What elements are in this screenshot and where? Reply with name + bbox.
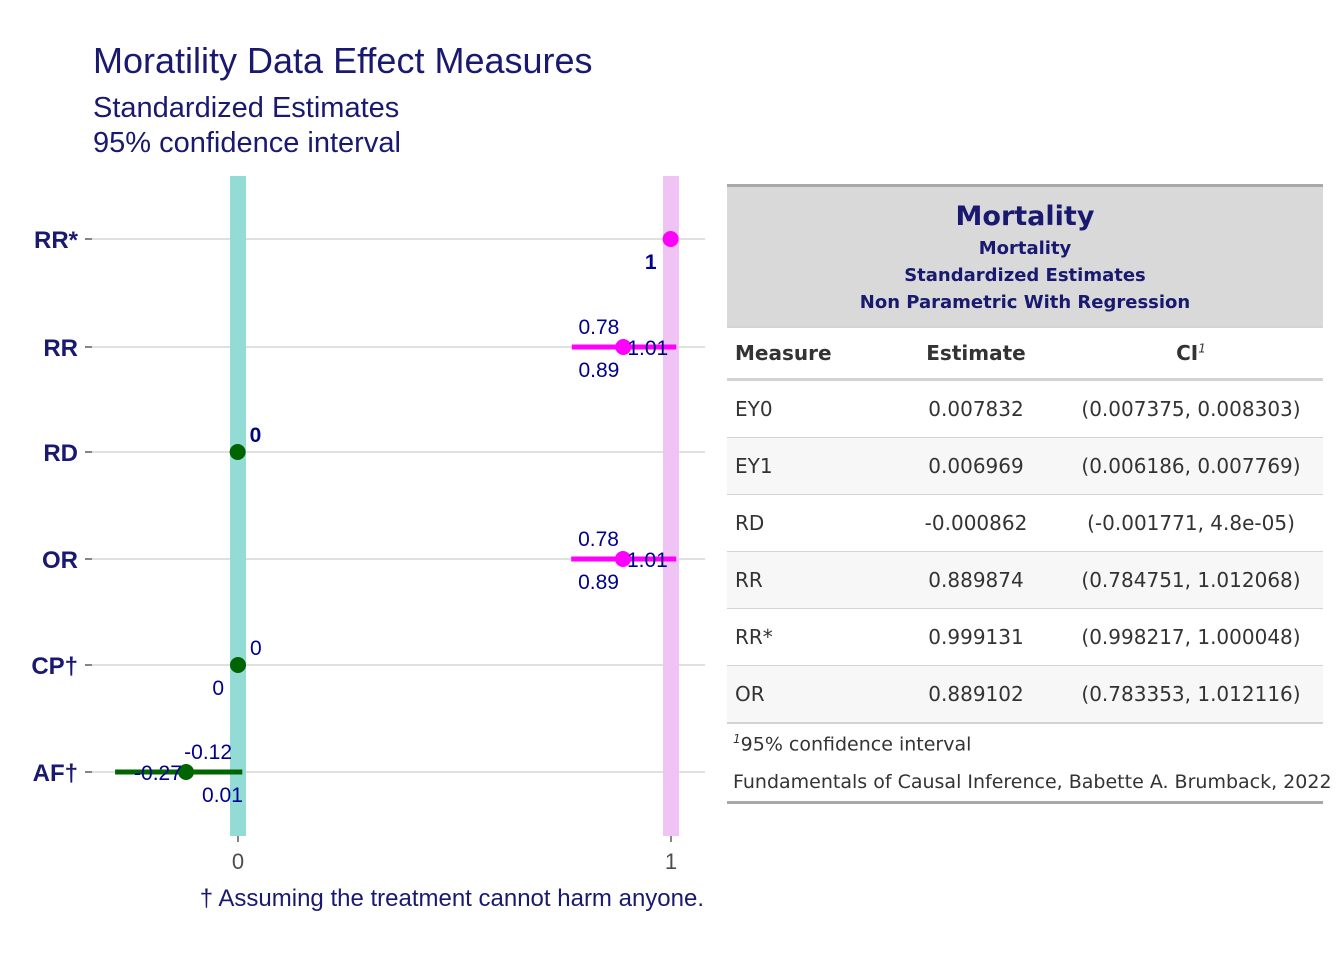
y-axis-label: OR bbox=[42, 547, 78, 574]
value-label: 0 bbox=[250, 424, 262, 447]
table-row: EY1 0.006969 (0.006186, 0.007769) bbox=[727, 437, 1323, 495]
y-axis-label: AF† bbox=[33, 760, 78, 787]
cell-measure: EY0 bbox=[727, 379, 893, 438]
cell-estimate: 0.007832 bbox=[893, 379, 1059, 438]
results-table: Mortality Mortality Standardized Estimat… bbox=[727, 184, 1332, 805]
cell-ci: (0.007375, 0.008303) bbox=[1059, 379, 1323, 438]
value-label: -0.12 bbox=[184, 741, 232, 764]
cell-ci: (0.006186, 0.007769) bbox=[1059, 437, 1323, 495]
table-row: EY0 0.007832 (0.007375, 0.008303) bbox=[727, 379, 1323, 438]
column-header-estimate: Estimate bbox=[893, 328, 1059, 381]
table-subtitle-1: Mortality bbox=[978, 238, 1072, 259]
cell-ci: (0.784751, 1.012068) bbox=[1059, 551, 1323, 609]
cell-estimate: 0.889874 bbox=[893, 551, 1059, 609]
y-axis-label: RR* bbox=[34, 227, 79, 254]
cell-estimate: -0.000862 bbox=[893, 494, 1059, 552]
table-row: RD -0.000862 (-0.001771, 4.8e-05) bbox=[727, 494, 1323, 552]
table-footnote: 195% confidence interval bbox=[727, 724, 1323, 763]
footnote-mark: 1 bbox=[733, 732, 741, 746]
value-label: 0.01 bbox=[202, 784, 243, 807]
y-axis-label: CP† bbox=[31, 653, 78, 680]
estimate-point bbox=[614, 551, 631, 567]
table-footer: 195% confidence interval Fundamentals of… bbox=[727, 722, 1332, 801]
table-title: Mortality bbox=[955, 201, 1095, 232]
cell-estimate: 0.006969 bbox=[893, 437, 1059, 495]
cell-measure: EY1 bbox=[727, 437, 893, 495]
x-axis-tick-label: 1 bbox=[665, 849, 677, 874]
estimate-point bbox=[615, 339, 632, 355]
y-axis-label: RD bbox=[43, 440, 78, 467]
ci-footnote-mark: 1 bbox=[1198, 341, 1206, 356]
table-body: Measure Estimate CI1 EY0 0.007832 (0.007… bbox=[727, 328, 1323, 722]
chart-subtitle-line-2: 95% confidence interval bbox=[93, 127, 401, 159]
value-label: -0.27 bbox=[134, 762, 182, 785]
estimate-point bbox=[662, 231, 679, 247]
table-row: RR* 0.999131 (0.998217, 1.000048) bbox=[727, 608, 1323, 666]
value-label: 0.89 bbox=[578, 359, 619, 382]
chart-subtitle-line-1: Standardized Estimates bbox=[93, 92, 400, 124]
table-row: OR 0.889102 (0.783353, 1.012116) bbox=[727, 665, 1323, 722]
column-header-ci-label: CI bbox=[1176, 341, 1199, 365]
cell-measure: OR bbox=[727, 665, 893, 722]
value-label: 0.78 bbox=[578, 528, 619, 551]
column-header-measure: Measure bbox=[727, 328, 893, 381]
x-axis-tick-label: 0 bbox=[232, 849, 244, 874]
estimate-point bbox=[230, 657, 246, 673]
cell-measure: RR bbox=[727, 551, 893, 609]
table-subtitle-2: Standardized Estimates bbox=[904, 265, 1146, 286]
cell-estimate: 0.889102 bbox=[893, 665, 1059, 722]
value-label: 1.01 bbox=[627, 337, 668, 360]
cell-ci: (0.783353, 1.012116) bbox=[1059, 665, 1323, 722]
table-row: RR 0.889874 (0.784751, 1.012068) bbox=[727, 551, 1323, 609]
table-source-note: Fundamentals of Causal Inference, Babett… bbox=[733, 771, 1332, 794]
estimate-point bbox=[229, 444, 246, 460]
cell-ci: (-0.001771, 4.8e-05) bbox=[1059, 494, 1323, 552]
value-label: 0 bbox=[212, 677, 224, 700]
chart-title: Moratility Data Effect Measures bbox=[93, 40, 593, 81]
reference-band-1 bbox=[663, 176, 679, 836]
y-axis-label: RR bbox=[43, 335, 78, 362]
chart-caption: † Assuming the treatment cannot harm any… bbox=[199, 885, 704, 912]
forest-plot: RR* RR RD OR CP† AF† 0 1 1 0.78 0.89 1.01 0 0.78 0.89 1… bbox=[31, 176, 705, 874]
table-subtitle-3: Non Parametric With Regression bbox=[859, 292, 1191, 313]
value-label: 0.78 bbox=[578, 316, 619, 339]
table-column-header-row: Measure Estimate CI1 bbox=[727, 328, 1323, 381]
value-label: 1 bbox=[645, 251, 657, 274]
value-label: 0.89 bbox=[578, 571, 619, 594]
cell-estimate: 0.999131 bbox=[893, 608, 1059, 666]
cell-measure: RD bbox=[727, 494, 893, 552]
cell-ci: (0.998217, 1.000048) bbox=[1059, 608, 1323, 666]
cell-measure: RR* bbox=[727, 608, 893, 666]
footnote-text: 95% confidence interval bbox=[740, 733, 972, 756]
value-label: 1.01 bbox=[627, 549, 668, 572]
value-label: 0 bbox=[250, 637, 262, 660]
column-header-ci: CI1 bbox=[1059, 328, 1323, 381]
reference-band-0 bbox=[230, 176, 246, 836]
table-header: Mortality Mortality Standardized Estimat… bbox=[727, 187, 1323, 328]
estimate-point bbox=[178, 764, 195, 780]
